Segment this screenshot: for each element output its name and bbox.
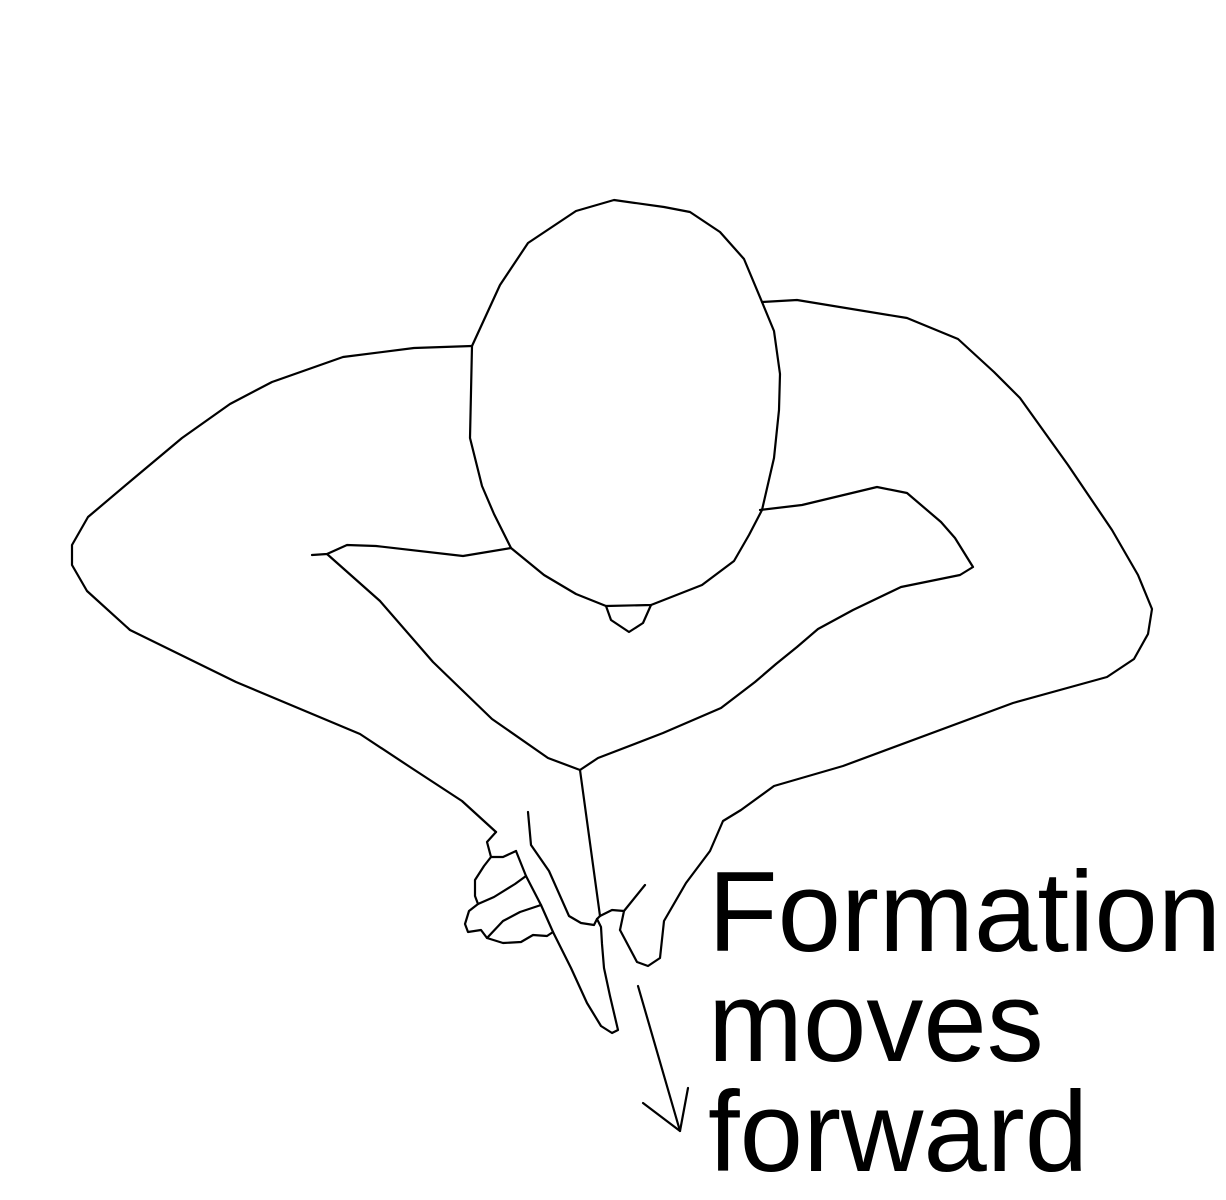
chin-outline bbox=[604, 603, 653, 634]
movement-arrowhead bbox=[641, 1086, 690, 1133]
right-arm-outline bbox=[618, 298, 1154, 968]
knuckle-crease-3 bbox=[485, 903, 543, 940]
caption-line-1: Formation bbox=[708, 849, 1222, 976]
knuckle-crease-2 bbox=[476, 874, 528, 906]
head-outline bbox=[468, 198, 782, 608]
knuckle-crease-4 bbox=[514, 849, 555, 934]
movement-arrow-shaft bbox=[636, 984, 682, 1133]
right-forearm-upper-edge bbox=[310, 543, 513, 558]
index-finger-outline bbox=[526, 810, 599, 927]
thumb-outline bbox=[598, 883, 647, 932]
knuckle-crease-1 bbox=[489, 849, 518, 859]
wrist-center-line bbox=[578, 768, 602, 918]
right-forearm-lower-edge bbox=[325, 552, 582, 772]
left-arm-outline bbox=[70, 344, 498, 834]
caption-line-3: forward bbox=[708, 1069, 1089, 1196]
fist-outline bbox=[463, 830, 620, 1035]
caption-line-2: moves bbox=[708, 959, 1044, 1086]
movement-caption: Formation moves forward bbox=[708, 849, 1222, 1196]
left-forearm-upper-edge bbox=[578, 485, 975, 772]
